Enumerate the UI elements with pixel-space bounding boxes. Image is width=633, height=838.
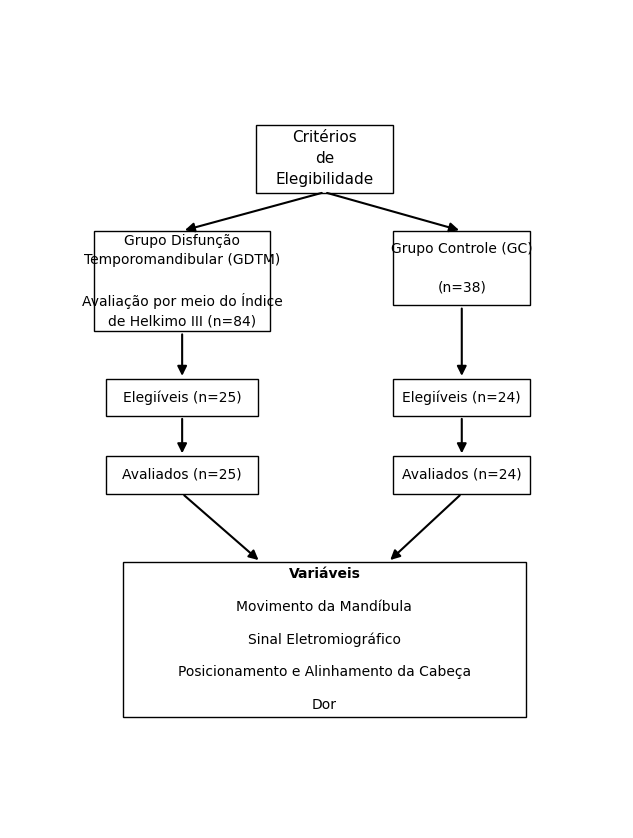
Text: Posicionamento e Alinhamento da Cabeça: Posicionamento e Alinhamento da Cabeça <box>178 665 471 679</box>
Text: Critérios
de
Elegibilidade: Critérios de Elegibilidade <box>275 130 373 187</box>
Text: Movimento da Mandíbula: Movimento da Mandíbula <box>237 600 412 613</box>
FancyBboxPatch shape <box>106 456 258 494</box>
Text: Grupo Controle (GC)

(n=38): Grupo Controle (GC) (n=38) <box>391 242 532 295</box>
Text: Sinal Eletromiográfico: Sinal Eletromiográfico <box>248 632 401 647</box>
FancyBboxPatch shape <box>393 231 530 305</box>
Text: Avaliados (n=25): Avaliados (n=25) <box>122 468 242 482</box>
FancyBboxPatch shape <box>256 125 393 193</box>
Text: Dor: Dor <box>312 697 337 711</box>
FancyBboxPatch shape <box>123 562 525 716</box>
FancyBboxPatch shape <box>393 456 530 494</box>
Text: Variáveis: Variáveis <box>289 567 360 581</box>
FancyBboxPatch shape <box>94 231 270 331</box>
Text: Elegiíveis (n=24): Elegiíveis (n=24) <box>403 391 521 405</box>
Text: Avaliados (n=24): Avaliados (n=24) <box>402 468 522 482</box>
Text: Grupo Disfunção
Temporomandibular (GDTM)

Avaliação por meio do Índice
de Helkim: Grupo Disfunção Temporomandibular (GDTM)… <box>82 234 282 328</box>
FancyBboxPatch shape <box>106 379 258 416</box>
Text: Elegiíveis (n=25): Elegiíveis (n=25) <box>123 391 241 405</box>
FancyBboxPatch shape <box>393 379 530 416</box>
